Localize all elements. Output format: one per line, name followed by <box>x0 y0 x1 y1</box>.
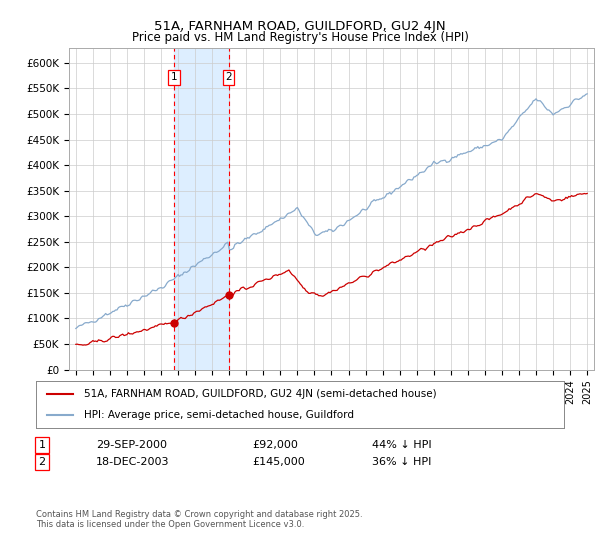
Bar <box>174 48 229 370</box>
Text: Contains HM Land Registry data © Crown copyright and database right 2025.
This d: Contains HM Land Registry data © Crown c… <box>36 510 362 529</box>
Text: £145,000: £145,000 <box>252 457 305 467</box>
Text: 1: 1 <box>170 72 177 82</box>
Text: 1: 1 <box>38 440 46 450</box>
Text: 18-DEC-2003: 18-DEC-2003 <box>96 457 170 467</box>
Text: 36% ↓ HPI: 36% ↓ HPI <box>372 457 431 467</box>
Text: 51A, FARNHAM ROAD, GUILDFORD, GU2 4JN (semi-detached house): 51A, FARNHAM ROAD, GUILDFORD, GU2 4JN (s… <box>83 389 436 399</box>
Text: 44% ↓ HPI: 44% ↓ HPI <box>372 440 431 450</box>
Text: Price paid vs. HM Land Registry's House Price Index (HPI): Price paid vs. HM Land Registry's House … <box>131 31 469 44</box>
Text: 2: 2 <box>38 457 46 467</box>
Text: 51A, FARNHAM ROAD, GUILDFORD, GU2 4JN: 51A, FARNHAM ROAD, GUILDFORD, GU2 4JN <box>154 20 446 32</box>
Text: HPI: Average price, semi-detached house, Guildford: HPI: Average price, semi-detached house,… <box>83 410 353 420</box>
Text: 2: 2 <box>225 72 232 82</box>
Text: 29-SEP-2000: 29-SEP-2000 <box>96 440 167 450</box>
Text: £92,000: £92,000 <box>252 440 298 450</box>
